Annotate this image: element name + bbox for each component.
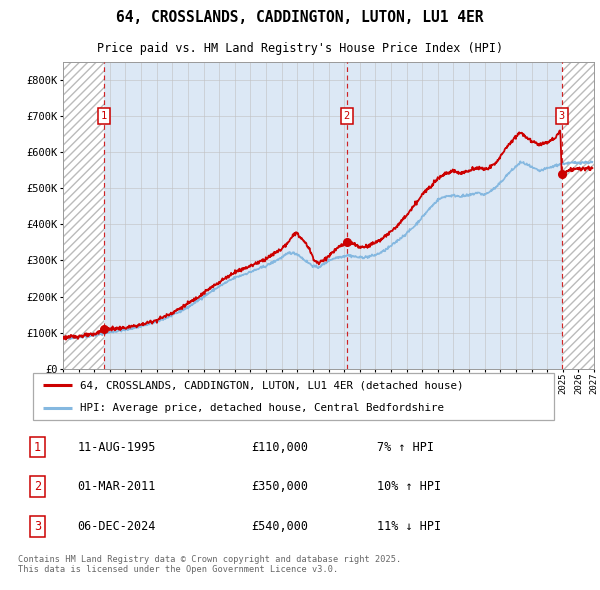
Text: 06-DEC-2024: 06-DEC-2024 (77, 520, 156, 533)
Text: 01-MAR-2011: 01-MAR-2011 (77, 480, 156, 493)
Text: 7% ↑ HPI: 7% ↑ HPI (377, 441, 434, 454)
Bar (562, 62, 594, 369)
Bar (562, 62, 594, 369)
FancyBboxPatch shape (32, 373, 554, 420)
Text: 10% ↑ HPI: 10% ↑ HPI (377, 480, 441, 493)
Bar (63, 62, 104, 369)
Text: HPI: Average price, detached house, Central Bedfordshire: HPI: Average price, detached house, Cent… (80, 404, 444, 414)
Text: 11% ↓ HPI: 11% ↓ HPI (377, 520, 441, 533)
Text: £540,000: £540,000 (251, 520, 308, 533)
Text: 3: 3 (559, 111, 565, 121)
Text: 3: 3 (34, 520, 41, 533)
Text: 1: 1 (34, 441, 41, 454)
Text: Price paid vs. HM Land Registry's House Price Index (HPI): Price paid vs. HM Land Registry's House … (97, 42, 503, 55)
Text: £110,000: £110,000 (251, 441, 308, 454)
Bar (63, 62, 104, 369)
Text: 1: 1 (101, 111, 107, 121)
Text: 64, CROSSLANDS, CADDINGTON, LUTON, LU1 4ER (detached house): 64, CROSSLANDS, CADDINGTON, LUTON, LU1 4… (80, 380, 464, 390)
Text: 64, CROSSLANDS, CADDINGTON, LUTON, LU1 4ER: 64, CROSSLANDS, CADDINGTON, LUTON, LU1 4… (116, 10, 484, 25)
Text: 2: 2 (344, 111, 350, 121)
Text: Contains HM Land Registry data © Crown copyright and database right 2025.
This d: Contains HM Land Registry data © Crown c… (18, 555, 401, 574)
Text: 2: 2 (34, 480, 41, 493)
Text: £350,000: £350,000 (251, 480, 308, 493)
Text: 11-AUG-1995: 11-AUG-1995 (77, 441, 156, 454)
